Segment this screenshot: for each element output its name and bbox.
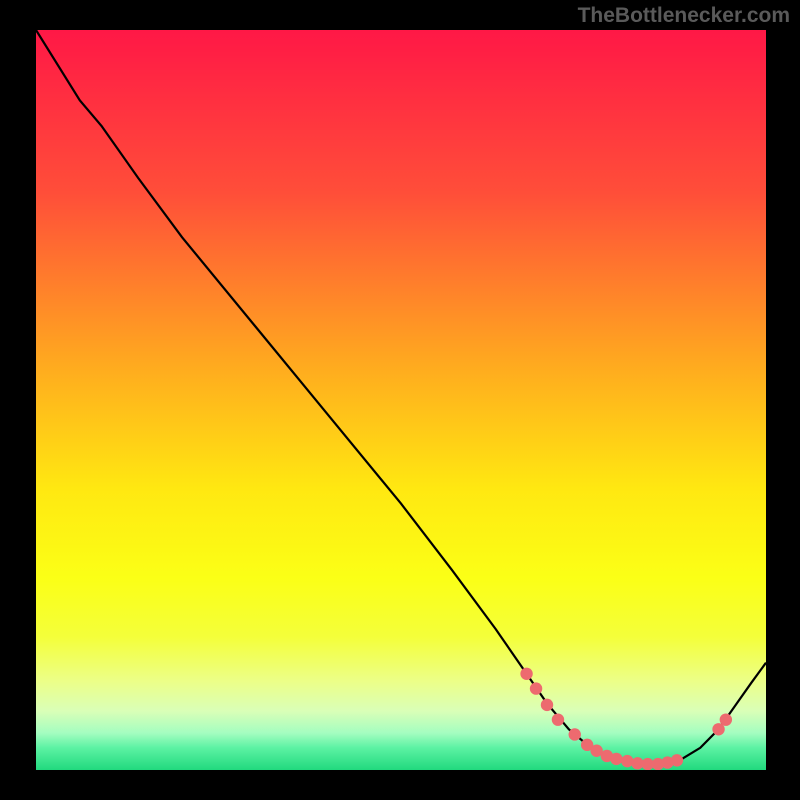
data-marker [520,668,532,680]
plot-area [36,30,766,770]
data-marker [621,755,633,767]
data-marker [720,713,732,725]
watermark-text: TheBottlenecker.com [578,4,790,28]
data-marker [610,753,622,765]
data-marker [569,728,581,740]
data-marker [552,713,564,725]
curve-layer [36,30,766,770]
data-marker [530,682,542,694]
data-marker [671,754,683,766]
bottleneck-curve [36,30,766,765]
chart-container: TheBottlenecker.com [0,0,800,800]
data-marker [541,699,553,711]
